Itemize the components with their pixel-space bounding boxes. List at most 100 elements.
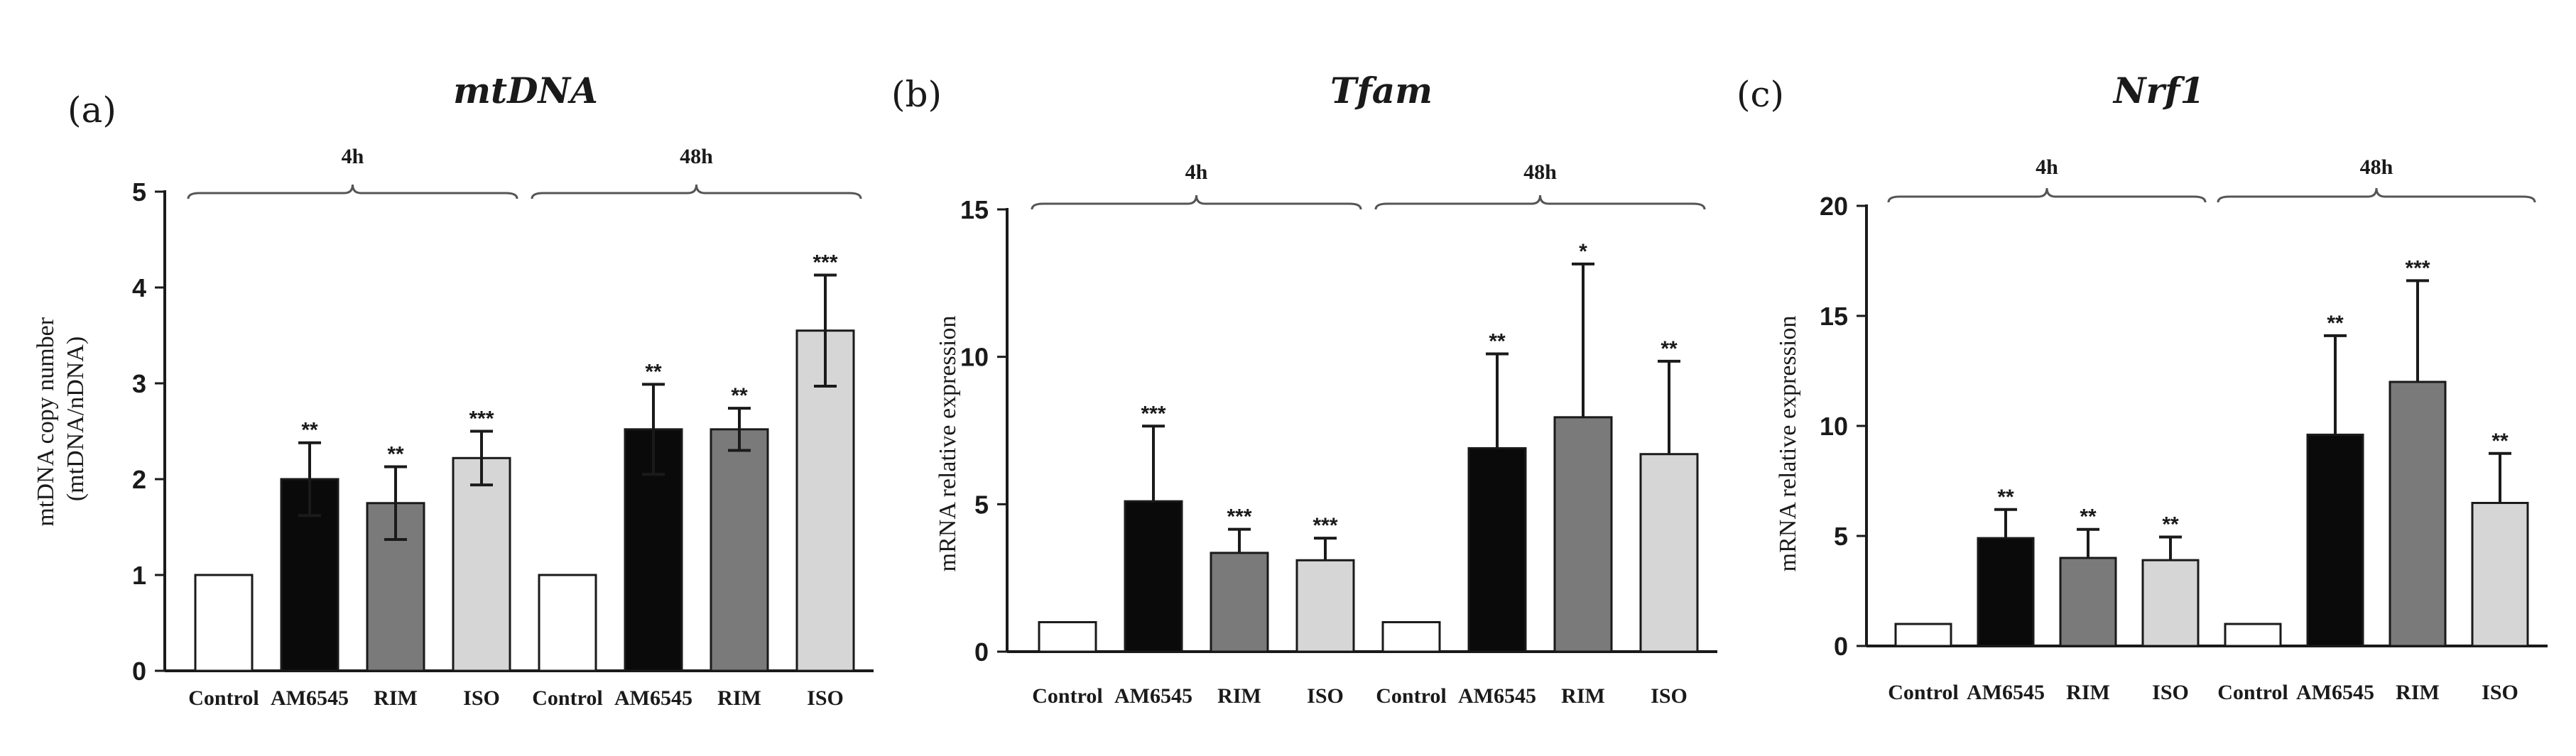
x-tick-label: ISO [2152,681,2189,704]
group-label: 4h [342,145,364,168]
error-bars [298,273,837,542]
error-bars [1994,279,2511,561]
panel-label: (c) [1737,74,1784,115]
x-tick-label: Control [188,686,259,710]
significance-label: ** [2327,312,2344,335]
y-tick-label: 0 [132,657,146,686]
x-tick-label: AM6545 [2296,681,2374,704]
significance-label: ** [301,419,318,442]
significance-label: ** [2162,513,2179,537]
bar [710,428,769,672]
y-tick-label: 10 [1820,412,1848,441]
x-tick-label: AM6545 [1458,684,1536,708]
x-tick-label: RIM [1217,684,1261,708]
bar [2471,502,2529,647]
bar [1381,620,1441,653]
significance-label: ** [387,442,404,466]
significance-label: *** [1141,402,1165,425]
bar [452,456,511,672]
significance-label: * [1579,240,1587,263]
group-brackets [1031,195,1706,210]
group-labels: 4h 48h [2036,155,2393,179]
group-labels: 4h 48h [342,145,714,168]
x-tick-label: RIM [717,686,761,710]
y-tick-label: 4 [132,273,146,302]
bar [1210,552,1269,653]
y-tick-label: 2 [132,465,146,494]
significance-label: ** [645,360,662,383]
group-bracket [531,184,862,199]
chart-title: mtDNA [453,70,598,111]
bar [194,574,254,672]
y-axis-label: mRNA relative expression [935,316,961,572]
bar [1124,500,1183,653]
significance-label: *** [1227,505,1251,529]
y-axis-label: mtDNA copy number (mtDNA/nDNA) [33,311,89,526]
bar [2141,559,2200,647]
y-tick-labels: 0 5 10 15 20 [1820,192,1848,661]
x-tick-label: ISO [1651,684,1688,708]
significance-label: *** [469,407,494,431]
x-tick-label: Control [1376,684,1446,708]
y-tick-label: 5 [1834,522,1848,551]
significance-label: ** [1489,330,1506,354]
group-bracket [1887,187,2207,203]
significance-label: ** [2491,429,2509,453]
x-tick-label: RIM [374,686,418,710]
y-tick-label: 5 [974,490,989,519]
error-bars [1142,262,1680,561]
chart-panel-c: (c) Nrf1 mRNA relative expression **** **… [1737,70,2548,704]
bar [1553,416,1613,653]
significance-label: ** [1997,486,2014,509]
y-tick-labels: 0 1 2 3 4 5 [132,177,146,686]
bar [1977,537,2035,647]
x-tick-label: Control [1032,684,1102,708]
x-tick-label: Control [1888,681,1958,704]
bar [538,574,597,672]
group-bracket [187,184,518,199]
group-labels: 4h 48h [1185,160,1558,184]
bar [1295,559,1355,653]
bar [2306,433,2364,647]
group-label: 48h [680,145,713,168]
x-tick-label: Control [532,686,602,710]
bar [1038,620,1097,653]
x-tick-label: ISO [807,686,844,710]
bar [2059,557,2117,647]
significance-labels: ************** [301,251,838,466]
significance-label: *** [1313,514,1337,537]
group-bracket [1031,195,1362,210]
y-tick-label: 3 [132,369,146,398]
y-tick-label: 1 [132,561,146,590]
y-axis-label: mRNA relative expression [1775,316,1801,572]
bars [194,329,855,672]
group-brackets [187,184,862,199]
chart-panel-b: (b) Tfam mRNA relative expression ******… [891,70,1717,708]
x-tick-label: RIM [1561,684,1605,708]
x-tick-label: ISO [1307,684,1344,708]
y-tick-label: 15 [1820,302,1848,331]
x-tick-label: RIM [2066,681,2110,704]
bar [2388,380,2447,647]
y-tick-label: 0 [1834,632,1848,661]
significance-label: *** [2405,256,2430,280]
bars [1894,380,2529,647]
significance-label: *** [813,251,837,274]
x-tick-label: AM6545 [614,686,692,710]
y-tick-label: 15 [960,195,989,224]
y-tick-label: 5 [132,177,146,207]
group-bracket [1374,195,1706,210]
chart-title: Tfam [1330,70,1433,111]
x-tick-label: AM6545 [271,686,349,710]
x-tick-labels: Control AM6545 RIM ISO Control AM6545 RI… [1032,684,1688,708]
group-bracket [2217,187,2536,203]
significance-label: ** [2080,505,2097,529]
group-label: 48h [1523,160,1557,184]
x-tick-label: AM6545 [1114,684,1192,708]
x-tick-label: ISO [463,686,500,710]
x-tick-label: RIM [2396,681,2440,704]
bar [1467,447,1527,653]
group-label: 4h [2036,155,2058,179]
y-tick-labels: 0 5 10 15 [960,195,989,667]
